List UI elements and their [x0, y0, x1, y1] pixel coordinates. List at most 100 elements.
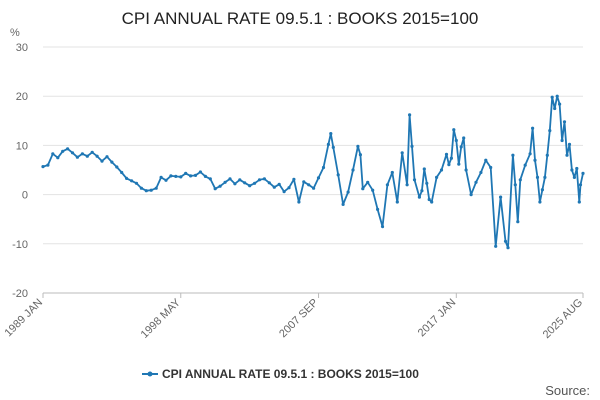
data-point [457, 162, 461, 166]
data-point [464, 168, 468, 172]
data-point [358, 153, 362, 157]
data-point [503, 239, 508, 243]
data-point [395, 200, 399, 204]
data-point [562, 120, 567, 124]
legend-label: CPI ANNUAL RATE 09.5.1 : BOOKS 2015=100 [162, 367, 419, 381]
data-point [243, 181, 247, 185]
data-point [149, 188, 153, 192]
data-point [302, 180, 306, 184]
data-point [531, 126, 535, 130]
y-tick-label: 10 [16, 140, 28, 152]
data-point [120, 170, 124, 175]
data-point [575, 166, 579, 171]
y-axis-ticks: 30 20 10 0 -10 -20 [12, 42, 28, 300]
data-point [223, 180, 227, 184]
data-point [405, 183, 409, 187]
data-point [511, 153, 515, 157]
data-point [144, 189, 148, 193]
data-point [115, 165, 119, 169]
data-point [257, 178, 262, 182]
data-point [366, 180, 370, 184]
data-point [550, 95, 554, 99]
legend-marker [147, 371, 153, 377]
data-point [346, 190, 350, 194]
data-point [560, 138, 564, 143]
y-tick-label: 30 [16, 42, 28, 54]
data-point [193, 173, 198, 177]
data-point [238, 178, 242, 182]
data-point [535, 175, 540, 179]
y-tick-label: 20 [16, 91, 28, 103]
data-point [540, 188, 545, 192]
data-point [420, 189, 424, 193]
data-point [287, 186, 291, 190]
data-point [469, 193, 473, 197]
data-point [479, 170, 483, 175]
data-point [361, 187, 365, 191]
data-point [452, 128, 456, 132]
data-point [80, 152, 84, 156]
chart-title: CPI ANNUAL RATE 09.5.1 : BOOKS 2015=100 [122, 9, 479, 28]
data-point [376, 207, 380, 211]
data-point [449, 156, 453, 160]
data-point [341, 202, 345, 206]
data-point [331, 145, 335, 149]
data-point [538, 200, 542, 204]
data-point [516, 220, 520, 224]
data-point [277, 182, 281, 186]
data-point [321, 165, 326, 170]
data-point [425, 181, 429, 185]
gridlines [43, 46, 583, 294]
data-point [282, 190, 286, 194]
data-point [208, 177, 212, 181]
data-point [513, 183, 517, 187]
data-point [329, 132, 333, 136]
data-point [90, 150, 94, 154]
series-layer [41, 94, 585, 250]
data-point [351, 168, 355, 172]
series-line [42, 95, 584, 249]
data-point [572, 175, 577, 179]
y-axis-unit-label: % [10, 27, 20, 39]
data-point [312, 186, 316, 190]
data-point [164, 178, 168, 182]
data-point [95, 154, 99, 158]
data-point [533, 158, 537, 162]
data-point [545, 153, 549, 157]
data-point [130, 179, 134, 183]
data-point [233, 182, 237, 186]
data-point [61, 149, 65, 153]
y-tick-label: -20 [12, 288, 28, 300]
x-tick-label: 1989 JAN [2, 297, 45, 340]
data-point [518, 178, 522, 182]
data-point [462, 136, 466, 140]
data-point [410, 144, 414, 148]
data-point [326, 142, 330, 146]
x-tick-label: 1998 MAY [139, 296, 184, 341]
data-point [198, 170, 202, 174]
data-point [316, 176, 321, 180]
data-point [179, 175, 183, 179]
data-point [528, 152, 532, 156]
data-point [46, 163, 50, 167]
legend: CPI ANNUAL RATE 09.5.1 : BOOKS 2015=100 [142, 367, 419, 381]
data-point [218, 184, 222, 188]
data-point [139, 186, 143, 190]
data-point [444, 152, 449, 156]
data-point [297, 200, 301, 204]
y-tick-label: 0 [22, 190, 28, 202]
data-point [494, 244, 498, 248]
data-point [169, 174, 173, 178]
data-point [390, 170, 394, 175]
data-point [543, 175, 547, 179]
data-point [506, 246, 510, 250]
data-point [267, 181, 271, 185]
data-point [430, 200, 434, 204]
data-point [307, 183, 311, 187]
data-point [439, 168, 444, 172]
x-tick-label: 2007 SEP [277, 297, 321, 341]
data-point [100, 159, 104, 163]
data-point [159, 175, 163, 179]
x-tick-label: 2017 JAN [416, 297, 459, 340]
